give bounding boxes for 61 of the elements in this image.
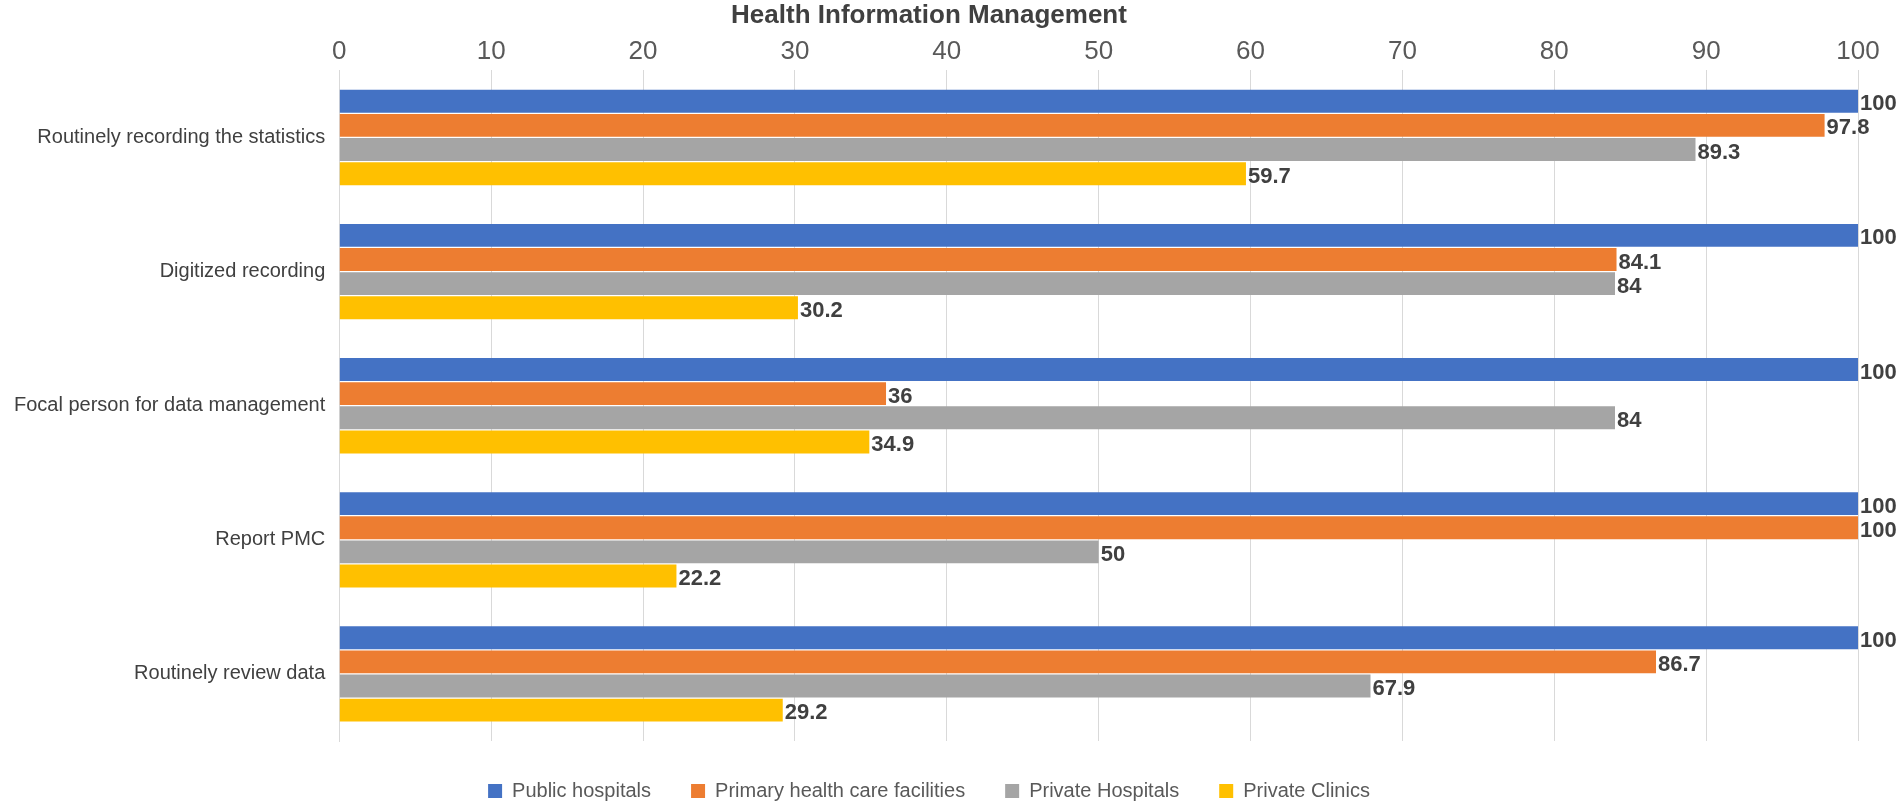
chart-title: Health Information Management	[731, 0, 1128, 29]
data-label: 34.9	[871, 430, 915, 456]
x-tick-label: 10	[476, 34, 506, 65]
data-label: 50	[1100, 540, 1126, 566]
bar	[339, 430, 870, 454]
x-tick-label: 90	[1691, 34, 1721, 65]
bar	[339, 382, 887, 406]
y-tick-label: Report PMC	[215, 527, 326, 550]
bar	[339, 492, 1858, 516]
bar	[339, 406, 1616, 430]
bar	[339, 296, 798, 320]
bar	[339, 650, 1657, 674]
data-label: 100	[1860, 224, 1897, 250]
bar	[339, 564, 677, 588]
x-tick-label: 70	[1387, 34, 1417, 65]
bar	[339, 626, 1858, 650]
x-tick-label: 0	[332, 34, 347, 65]
data-label: 84	[1617, 406, 1643, 432]
bar	[339, 358, 1858, 381]
data-label: 84	[1617, 272, 1643, 298]
data-label: 100	[1860, 358, 1897, 384]
x-tick-label: 60	[1236, 34, 1265, 65]
bar	[339, 516, 1858, 540]
x-tick-label: 30	[780, 34, 810, 65]
x-tick-label: 20	[628, 34, 658, 65]
bar	[339, 540, 1099, 564]
x-tick-label: 80	[1539, 34, 1569, 65]
x-tick-label: 50	[1084, 34, 1114, 65]
data-label: 30.2	[799, 296, 843, 322]
bar	[339, 674, 1371, 698]
bar	[339, 248, 1617, 271]
y-tick-label: Focal person for data management	[13, 393, 326, 416]
x-tick-label: 100	[1836, 34, 1880, 65]
data-label: 100	[1860, 626, 1897, 652]
data-label: 36	[888, 382, 913, 408]
data-label: 29.2	[784, 699, 828, 725]
data-label: 89.3	[1697, 138, 1741, 164]
bar	[339, 162, 1246, 186]
legend-label: Private Hospitals	[1029, 778, 1180, 801]
data-label: 22.2	[678, 565, 722, 591]
y-tick-label: Routinely recording the statistics	[37, 124, 326, 147]
y-tick-label: Routinely review data	[134, 661, 327, 684]
bar	[339, 89, 1858, 113]
data-label: 67.9	[1372, 675, 1416, 701]
data-label: 84.1	[1618, 248, 1662, 274]
bar	[339, 138, 1696, 161]
data-label: 100	[1860, 492, 1897, 518]
legend-label: Primary health care facilities	[715, 778, 966, 801]
bar	[339, 113, 1825, 137]
x-tick-label: 40	[932, 34, 962, 65]
bar	[339, 698, 783, 722]
data-label: 100	[1860, 516, 1897, 542]
data-label: 86.7	[1658, 650, 1701, 676]
bar	[339, 223, 1858, 247]
data-label: 97.8	[1826, 114, 1870, 140]
legend-label: Public hospitals	[512, 778, 652, 801]
data-label: 59.7	[1247, 162, 1291, 188]
y-tick-label: Digitized recording	[159, 259, 326, 282]
legend-label: Private Clinics	[1243, 778, 1370, 801]
data-label: 100	[1860, 90, 1897, 116]
bar	[339, 272, 1616, 296]
